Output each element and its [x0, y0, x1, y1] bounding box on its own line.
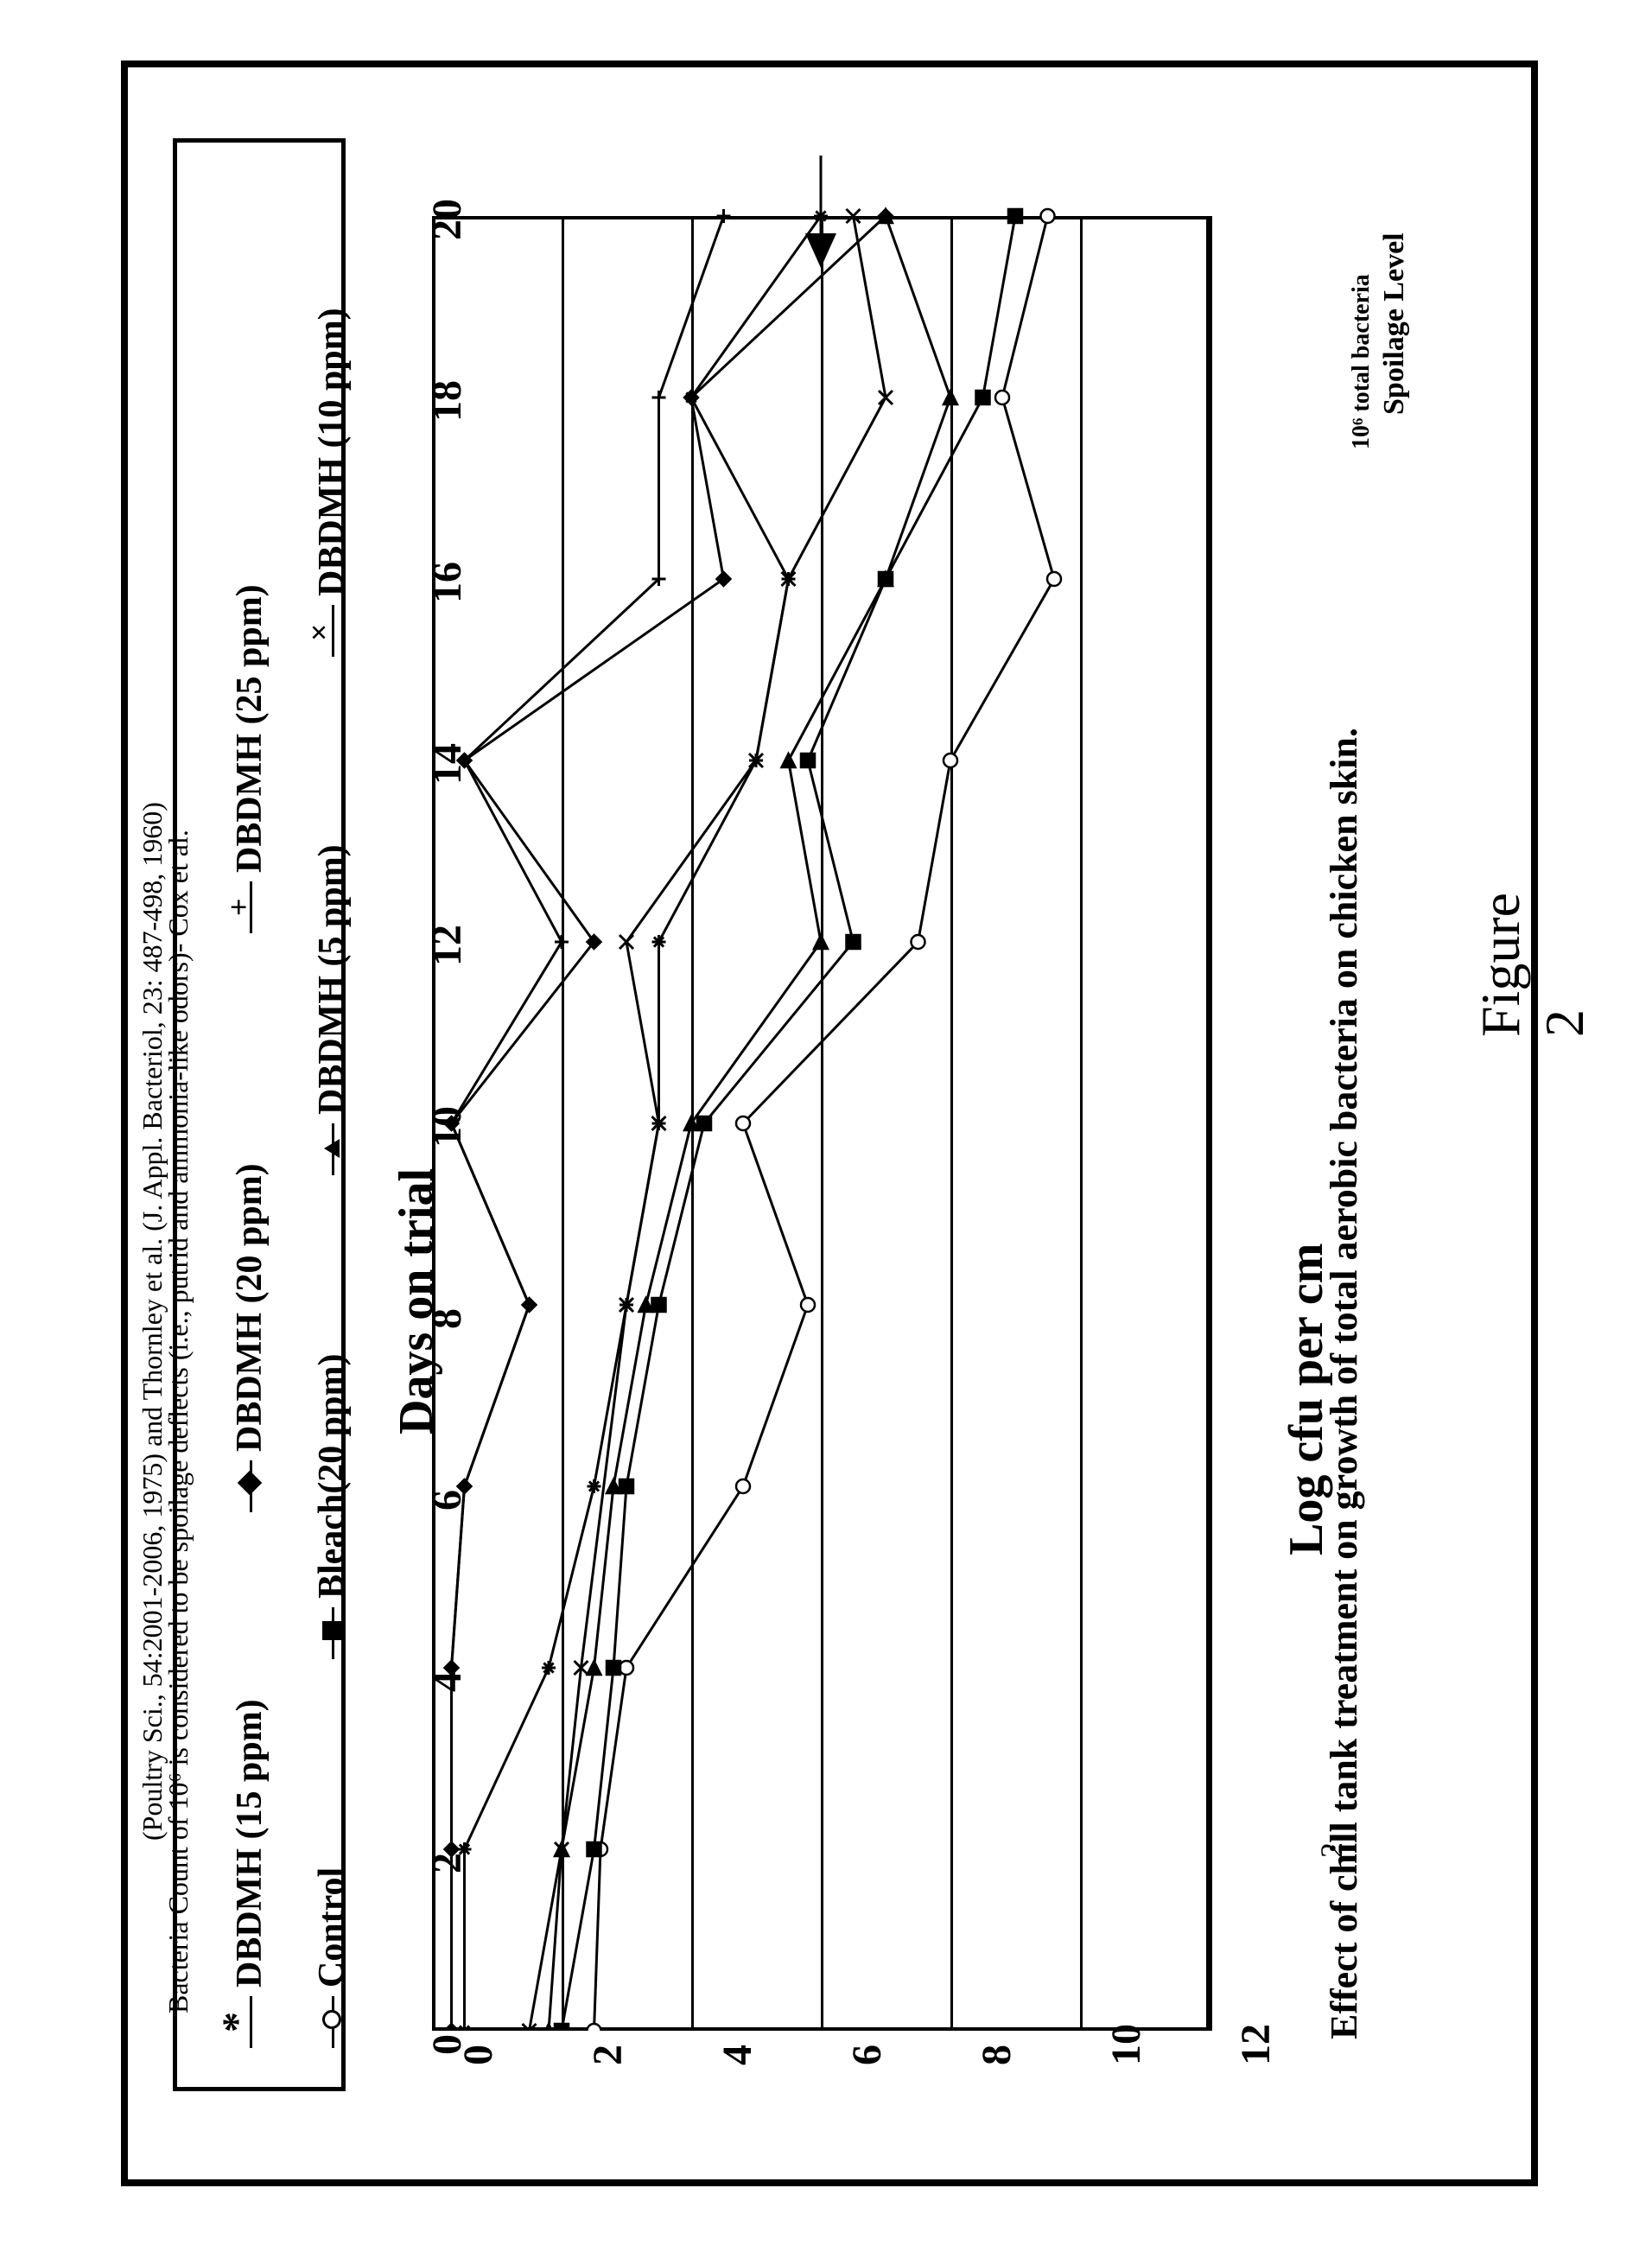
legend-glyph-icon — [318, 1123, 346, 1175]
data-lines — [432, 112, 1210, 2031]
legend-label: DBDMH (15 ppm) — [229, 1699, 270, 1988]
legend-item: DBDMH (10 ppm) — [311, 308, 353, 657]
legend-glyph-icon — [236, 881, 264, 933]
spoilage-label: Spoilage Level — [1378, 232, 1411, 415]
page: Figure 2 Effect of chill tank treatment … — [0, 0, 1652, 2258]
legend-label: DBDMH (20 ppm) — [229, 1163, 270, 1452]
legend-glyph-icon — [236, 1460, 264, 1512]
legend-item: DBDMH (15 ppm) — [229, 1699, 270, 2048]
y-axis-title: Log cfu per cm — [1279, 1243, 1334, 1555]
legend-label: Control — [311, 1867, 353, 1988]
legend-glyph-icon — [318, 605, 346, 657]
legend-item: Bleach(20 ppm) — [311, 1354, 353, 1660]
plot-area — [432, 216, 1210, 2031]
legend-item: DBDMH (20 ppm) — [229, 1163, 270, 1512]
legend-glyph-icon — [318, 1607, 346, 1659]
legend-label: DBDMH (10 ppm) — [311, 308, 353, 596]
legend-item: Control — [311, 1867, 353, 2048]
figure-label: Figure 2 — [1469, 854, 1597, 1037]
legend-glyph-icon — [236, 1996, 264, 2048]
caption-line-2: (Poultry Sci., 54:2001-2006, 1975) and T… — [137, 802, 168, 1841]
legend-item: DBDMH (5 ppm) — [311, 844, 353, 1175]
y-axis-sup: 2 — [1313, 1842, 1350, 1858]
legend-label: DBDMH (5 ppm) — [311, 844, 353, 1115]
legend-label: Bleach(20 ppm) — [311, 1354, 353, 1600]
legend-label: DBDMH (25 ppm) — [229, 584, 270, 873]
legend-item: DBDMH (25 ppm) — [229, 584, 270, 933]
legend-glyph-icon — [318, 1996, 346, 2048]
spoilage-sub: 10⁶ total bacteria — [1348, 274, 1376, 449]
x-axis-title: Days on trial — [389, 1168, 444, 1434]
